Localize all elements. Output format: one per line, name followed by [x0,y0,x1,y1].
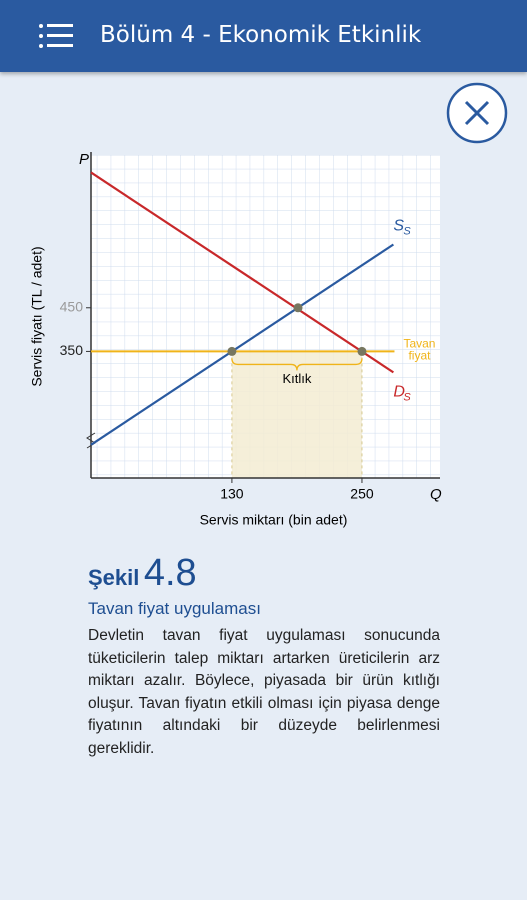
equilibrium-point [293,303,303,313]
x-axis-title: Servis miktarı (bin adet) [200,512,348,528]
y-tick-label: 450 [60,298,84,314]
chart: P Q Servis miktarı (bin adet) Servis fiyatı… [29,82,508,528]
equilibrium-point [357,346,367,356]
figure-number: 4.8 [143,552,197,594]
shortage-label: Kıtlık [282,371,311,386]
shortage-area [231,351,362,478]
ceiling-label: fiyat [408,349,431,363]
x-axis-letter: Q [430,486,442,503]
series-line [90,171,395,374]
series-label-sub: S [403,391,411,403]
figure-prefix: Şekil [88,565,140,590]
axis-break [86,432,96,449]
menu-button[interactable] [38,22,78,52]
x-tick-label: 130 [220,486,244,502]
series-line [90,243,395,446]
app-bar: Bölüm 4 - Ekonomik Etkinlik [0,0,527,72]
series-label-sub: S [403,225,411,237]
y-axis-title: Servis fiyatı (TL / adet) [29,246,45,386]
series-label: S [393,218,404,235]
x-tick-label: 250 [350,486,374,502]
figure-text: Devletin tavan fiyat uygulaması sonucund… [88,627,440,757]
close-button[interactable] [446,82,508,144]
y-tick-label: 350 [60,342,84,358]
figure-subtitle: Tavan fiyat uygulaması [88,599,261,618]
y-axis-letter: P [79,151,89,168]
series-label: D [393,384,405,401]
equilibrium-point [227,346,237,356]
caption: Şekil 4.8 Tavan fiyat uygulaması Devleti… [88,552,440,760]
title: Bölüm 4 - Ekonomik Etkinlik [100,22,422,48]
ceiling-label: Tavan [403,337,435,351]
